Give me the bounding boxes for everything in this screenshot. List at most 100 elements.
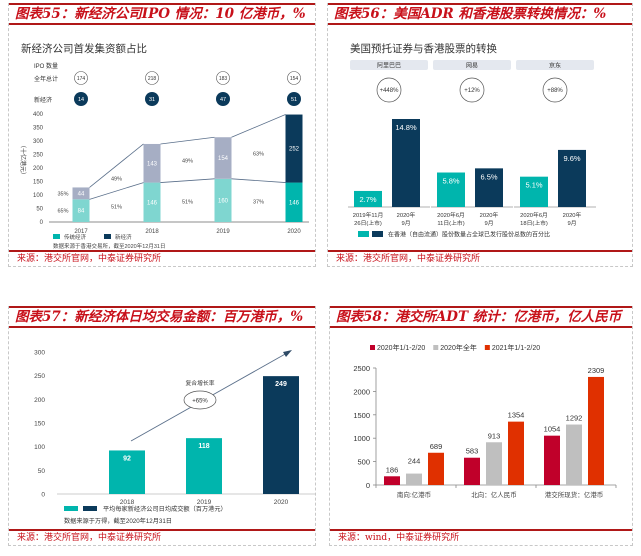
y-tick-label: 500 bbox=[357, 458, 370, 467]
chart-58-plot: 2020年1/1-2/20 2020年全年 2021年1/1-2/20 0 500 100… bbox=[353, 343, 617, 499]
bar-value-label: 5.8% bbox=[442, 177, 459, 186]
ipo-total-circle bbox=[74, 71, 88, 85]
bar-value-label: 252 bbox=[289, 147, 300, 153]
bar bbox=[475, 168, 503, 207]
y-tick-label: 250 bbox=[34, 373, 45, 380]
bar-value-label: 160 bbox=[218, 198, 229, 204]
legend-label: 传统经济 bbox=[64, 233, 87, 241]
chart-title: 新经济公司首发集资额占比 bbox=[21, 42, 147, 55]
bar-value-label: 1354 bbox=[508, 411, 525, 420]
x-tick-label: 2018 bbox=[145, 229, 159, 235]
company-tab bbox=[350, 60, 428, 70]
bar-value-label: 143 bbox=[147, 161, 158, 167]
y-tick-label: 1000 bbox=[353, 434, 370, 443]
growth-circle bbox=[376, 77, 402, 103]
bar bbox=[406, 473, 422, 485]
chart-57-plot: 0 50 100 150 200 250 300 92 2018 118 2019 249 2020 +6… bbox=[34, 350, 315, 525]
chart-58-title: 图表58：港交所ADT 统计：亿港币，亿人民币 bbox=[330, 306, 632, 328]
share-label: 37% bbox=[253, 199, 264, 205]
growth-circle bbox=[459, 77, 485, 103]
ipo-total-circle bbox=[216, 71, 230, 85]
share-label: 49% bbox=[182, 159, 193, 165]
bar-value-label: 154 bbox=[218, 156, 229, 162]
connector-line bbox=[89, 143, 144, 188]
x-tick-label: 2020年 bbox=[397, 211, 416, 219]
x-tick-label: 2019 bbox=[216, 229, 230, 235]
ipo-header: IPO 数量 bbox=[34, 62, 58, 70]
bar-value-label: 1054 bbox=[544, 425, 561, 434]
x-tick-label: 2019年11月 bbox=[353, 211, 384, 219]
y-tick-label: 2000 bbox=[353, 387, 370, 396]
growth-value: +448% bbox=[380, 88, 400, 94]
panel-chart-56: 图表56：美国ADR 和香港股票转换情况：% 美国预托证券与香港股票的转换 阿里巴… bbox=[327, 3, 633, 267]
cagr-arrowhead bbox=[283, 350, 292, 357]
legend-label: 在香港（自由流通）股份数量占全球已发行股份总数的百分比 bbox=[388, 231, 550, 239]
y-tick-label: 150 bbox=[34, 421, 45, 428]
y-tick-label: 200 bbox=[34, 397, 45, 404]
ipo-total-value: 154 bbox=[290, 76, 299, 82]
ipo-total-value: 174 bbox=[77, 76, 86, 82]
chart-55-source: 来源：港交所官网，中泰证券研究所 bbox=[9, 250, 315, 266]
share-label: 51% bbox=[182, 199, 193, 205]
ipo-total-circle bbox=[287, 71, 301, 85]
chart-57-source: 来源：港交所官网，中泰证券研究所 bbox=[9, 529, 315, 545]
company-name: 阿里巴巴 bbox=[377, 62, 401, 70]
x-tick-label: 2020 bbox=[287, 229, 301, 235]
y-tick-label: 100 bbox=[33, 193, 44, 199]
bar-value-label: 6.5% bbox=[480, 172, 497, 181]
bar-value-label: 2.7% bbox=[359, 195, 376, 204]
bar-value-label: 118 bbox=[198, 443, 209, 450]
bar bbox=[109, 450, 145, 494]
bar bbox=[354, 190, 382, 207]
x-tick-label: 2019 bbox=[197, 499, 212, 506]
chart-note: 数据来源于万得，截至2020年12月31日 bbox=[64, 517, 172, 525]
chart-title: 美国预托证券与香港股票的转换 bbox=[350, 42, 497, 55]
y-tick-label: 1500 bbox=[353, 411, 370, 420]
ipo-total-value: 183 bbox=[219, 76, 228, 82]
chart-56-source: 来源：港交所官网，中泰证券研究所 bbox=[328, 250, 632, 266]
bar-value-label: 146 bbox=[289, 200, 300, 206]
growth-value: +12% bbox=[464, 88, 480, 94]
company-tab bbox=[433, 60, 511, 70]
share-label: 65% bbox=[57, 209, 68, 215]
chart-58-source: 来源：wind，中泰证券研究所 bbox=[330, 529, 632, 545]
bar bbox=[588, 376, 604, 485]
x-tick-label: 2020年 bbox=[480, 211, 499, 219]
chart-note: 数据来源于香港交易所，截至2020年12月31日 bbox=[53, 242, 165, 250]
x-tick-label: 18日(上市) bbox=[520, 219, 548, 227]
y-tick-label: 150 bbox=[33, 180, 44, 186]
legend-swatch-teal bbox=[64, 506, 78, 511]
y-tick-label: 400 bbox=[33, 112, 44, 118]
cagr-circle bbox=[183, 390, 217, 410]
bar-value-label: 249 bbox=[275, 381, 287, 388]
ipo-new-value: 31 bbox=[149, 97, 155, 103]
panel-chart-57: 图表57：新经济体日均交易金额：百万港币，% 0 50 100 150 200 250 30… bbox=[8, 306, 316, 546]
y-tick-label: 50 bbox=[36, 207, 43, 213]
legend-swatch bbox=[370, 345, 375, 350]
x-tick-label: 2020年6月 bbox=[437, 211, 465, 219]
company-name: 网易 bbox=[466, 63, 478, 70]
bar-value-label: 583 bbox=[466, 447, 479, 456]
bar-value-label: 92 bbox=[123, 455, 131, 462]
bar bbox=[392, 119, 420, 207]
legend-swatch-sep2020 bbox=[372, 231, 383, 237]
chart-55-title: 图表55：新经济公司IPO 情况：10 亿港币，% bbox=[9, 3, 315, 25]
bar bbox=[464, 457, 480, 485]
bar-new-economy bbox=[285, 114, 303, 183]
company-tab bbox=[516, 60, 594, 70]
legend-swatch-traditional bbox=[53, 234, 60, 239]
bar-value-label: 5.1% bbox=[525, 181, 542, 190]
share-label: 35% bbox=[57, 191, 68, 197]
bar bbox=[186, 438, 222, 494]
y-tick-label: 0 bbox=[366, 481, 370, 490]
legend-swatch bbox=[484, 345, 490, 350]
bar-value-label: 913 bbox=[488, 431, 501, 440]
ipo-new-label: 新经济 bbox=[34, 96, 52, 104]
bar-value-label: 1292 bbox=[566, 414, 583, 423]
y-tick-label: 250 bbox=[33, 153, 44, 159]
connector-line bbox=[160, 178, 215, 183]
bar-traditional bbox=[72, 199, 90, 222]
legend-label: 2020年1/1-2/20 bbox=[377, 343, 425, 352]
